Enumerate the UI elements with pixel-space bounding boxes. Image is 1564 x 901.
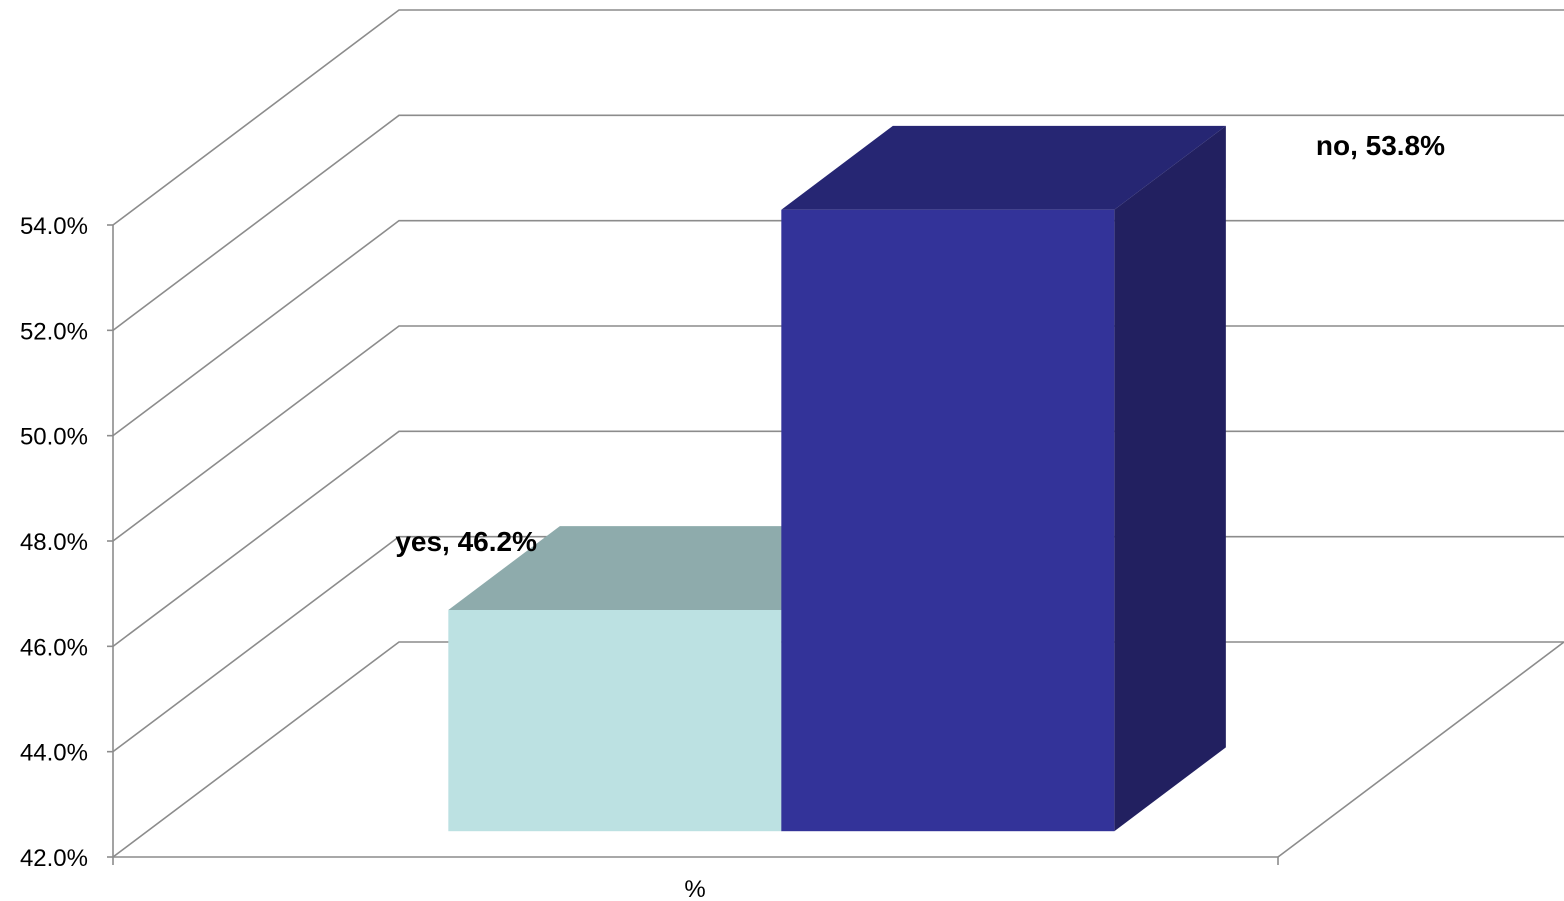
gridline	[112, 9, 1564, 226]
y-tick-label: 54.0%	[20, 213, 88, 240]
data-label-no: no, 53.8%	[1316, 130, 1445, 161]
bars	[448, 125, 1226, 832]
axes: 42.0% 44.0% 46.0% 48.0% 50.0% 52.0% 54.0%	[20, 213, 1279, 872]
bar-side-no	[1114, 125, 1226, 832]
bar-front-no	[781, 209, 1115, 832]
gridlines	[112, 9, 1564, 858]
bar-top-no	[781, 125, 1226, 210]
gridline	[112, 114, 1564, 331]
y-tick-label: 44.0%	[20, 740, 88, 767]
y-tick-label: 42.0%	[20, 845, 88, 872]
bar-front-yes	[448, 610, 782, 832]
y-tick-label: 46.0%	[20, 634, 88, 661]
floor-edge	[1277, 641, 1564, 858]
y-tick-label: 52.0%	[20, 318, 88, 345]
bar-no	[781, 125, 1226, 832]
y-tick-label: 48.0%	[20, 529, 88, 556]
y-tick-label: 50.0%	[20, 424, 88, 451]
x-category-label: %	[684, 876, 705, 901]
labels: % yes, 46.2% no, 53.8%	[395, 130, 1445, 901]
data-label-yes: yes, 46.2%	[395, 526, 537, 557]
